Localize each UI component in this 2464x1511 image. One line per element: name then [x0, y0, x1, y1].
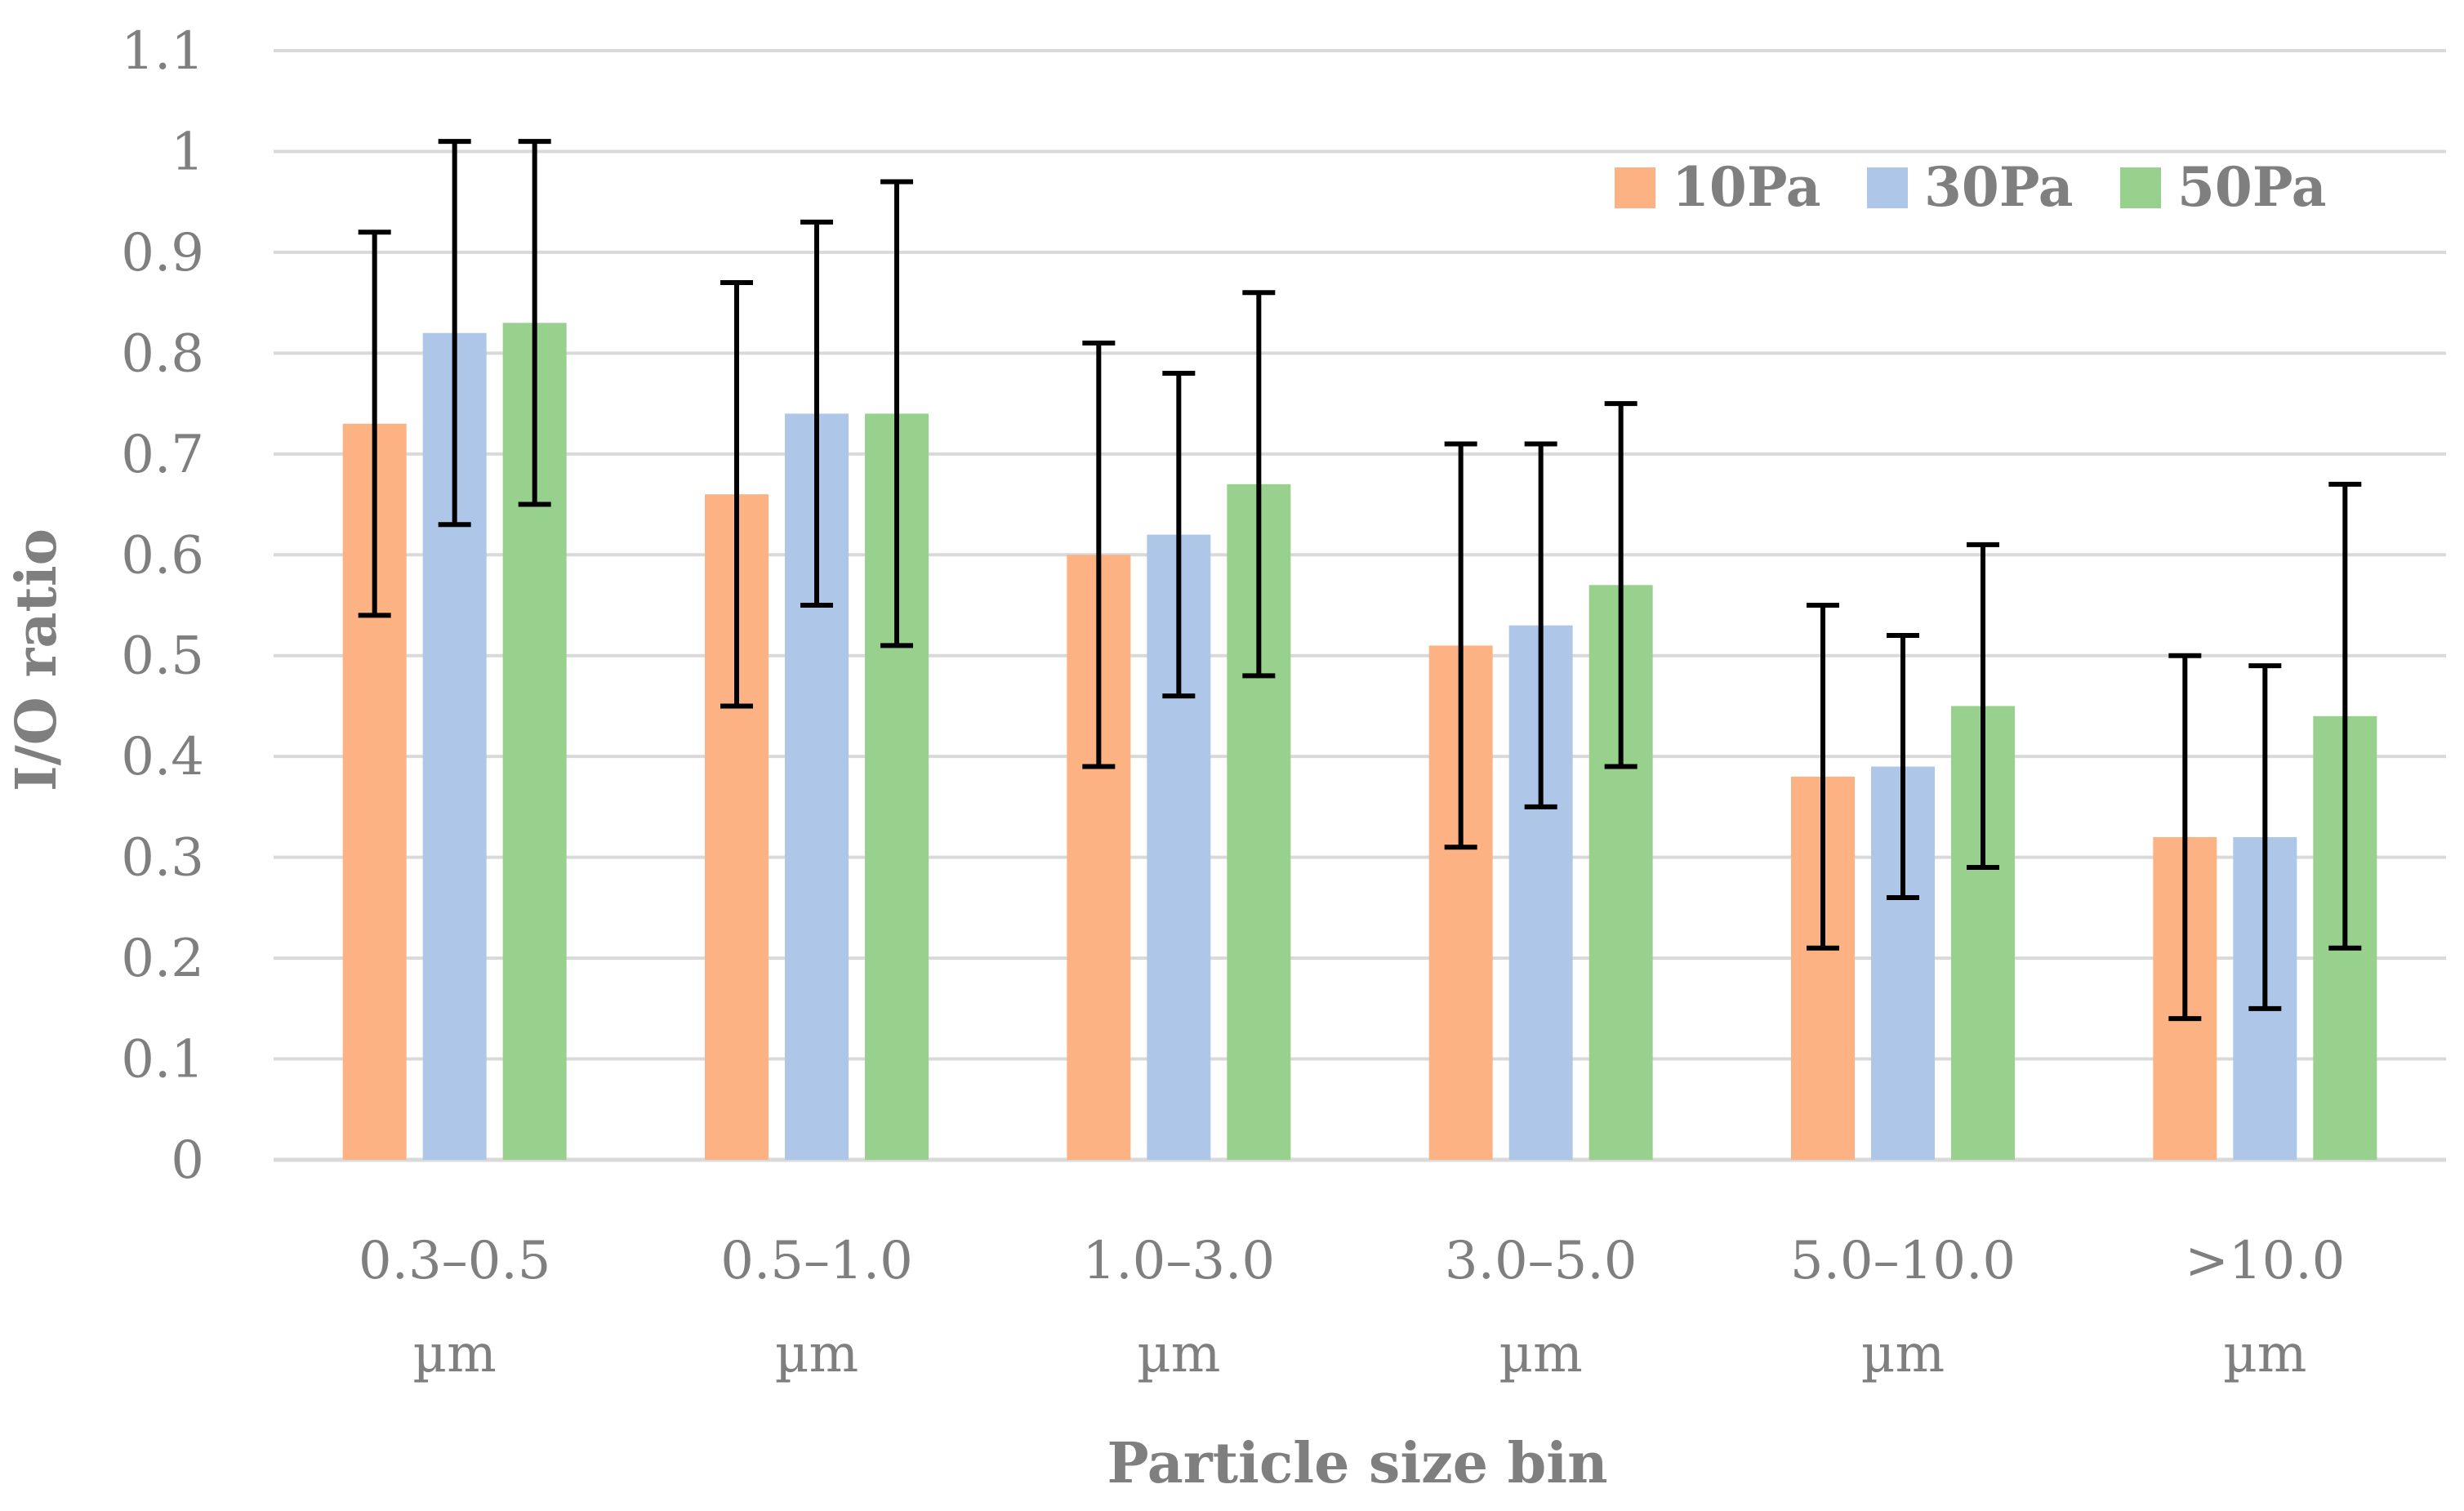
- x-tick-label: 0.3–0.5: [359, 1231, 551, 1291]
- error-bar: [358, 230, 391, 618]
- legend-item-30pa: 30Pa: [1867, 155, 2073, 219]
- y-tick-label: 0.7: [121, 425, 204, 485]
- y-tick-label: 0.6: [121, 525, 204, 586]
- error-bar: [1887, 633, 1919, 901]
- y-axis-title: I/O ratio: [4, 528, 69, 791]
- error-bar: [1082, 341, 1116, 769]
- y-tick-label: 0.1: [121, 1030, 204, 1090]
- bars: [342, 323, 2377, 1160]
- error-bars: [358, 139, 2362, 1022]
- error-bar: [1604, 401, 1637, 769]
- error-bar: [438, 139, 471, 528]
- y-tick-label: 1: [171, 122, 204, 182]
- x-tick-label: 0.5–1.0: [720, 1231, 913, 1291]
- x-axis-ticks: 0.3–0.5 µm 0.5–1.0 µm 1.0–3.0 µm 3.0–5.0 µm 5.0–…: [359, 1231, 2346, 1384]
- legend-label: 10Pa: [1672, 155, 1820, 219]
- y-tick-label: 0.2: [121, 929, 204, 989]
- x-tick-label: >10.0: [2185, 1231, 2345, 1291]
- error-bar: [1444, 441, 1477, 850]
- gridlines: [274, 49, 2446, 1162]
- legend-swatch: [1867, 167, 1908, 208]
- y-tick-label: 0.4: [121, 727, 204, 787]
- legend-item-10pa: 10Pa: [1615, 155, 1820, 219]
- error-bar: [720, 279, 753, 709]
- x-tick-label: µm: [1499, 1324, 1583, 1384]
- legend-swatch: [1615, 167, 1655, 208]
- y-tick-label: 0.3: [121, 828, 204, 889]
- error-bar: [1162, 371, 1196, 699]
- x-axis-title: Particle size bin: [1107, 1431, 1607, 1496]
- x-tick-label: 3.0–5.0: [1445, 1231, 1637, 1291]
- error-bar: [800, 219, 833, 608]
- error-bar: [518, 139, 551, 507]
- error-bar: [880, 179, 913, 649]
- legend-item-50pa: 50Pa: [2120, 155, 2326, 219]
- x-tick-label: µm: [1861, 1324, 1945, 1384]
- x-tick-label: µm: [413, 1324, 497, 1384]
- error-bar: [1524, 441, 1557, 809]
- x-tick-label: µm: [2223, 1324, 2306, 1384]
- y-tick-label: 0.9: [121, 223, 204, 283]
- y-tick-label: 0.5: [121, 626, 204, 687]
- error-bar: [2168, 653, 2202, 1022]
- error-bar: [1807, 603, 1839, 951]
- x-tick-label: µm: [1137, 1324, 1220, 1384]
- x-tick-label: µm: [775, 1324, 858, 1384]
- legend-swatch: [2120, 167, 2161, 208]
- error-bar: [1242, 290, 1276, 679]
- error-bar: [2248, 663, 2282, 1011]
- y-tick-label: 1.1: [121, 21, 204, 82]
- legend: 10Pa 30Pa 50Pa: [1615, 155, 2326, 219]
- error-bar: [2328, 481, 2362, 951]
- x-tick-label: 5.0–10.0: [1790, 1231, 2016, 1291]
- y-axis-ticks: 0 0.1 0.2 0.3 0.4 0.5 0.6 0.7 0.8 0.9 1 1.1: [121, 21, 204, 1191]
- legend-label: 30Pa: [1924, 155, 2073, 219]
- x-tick-label: 1.0–3.0: [1083, 1231, 1276, 1291]
- y-tick-label: 0: [171, 1130, 204, 1191]
- legend-label: 50Pa: [2177, 155, 2326, 219]
- error-bar: [1967, 542, 1999, 870]
- y-tick-label: 0.8: [121, 323, 204, 384]
